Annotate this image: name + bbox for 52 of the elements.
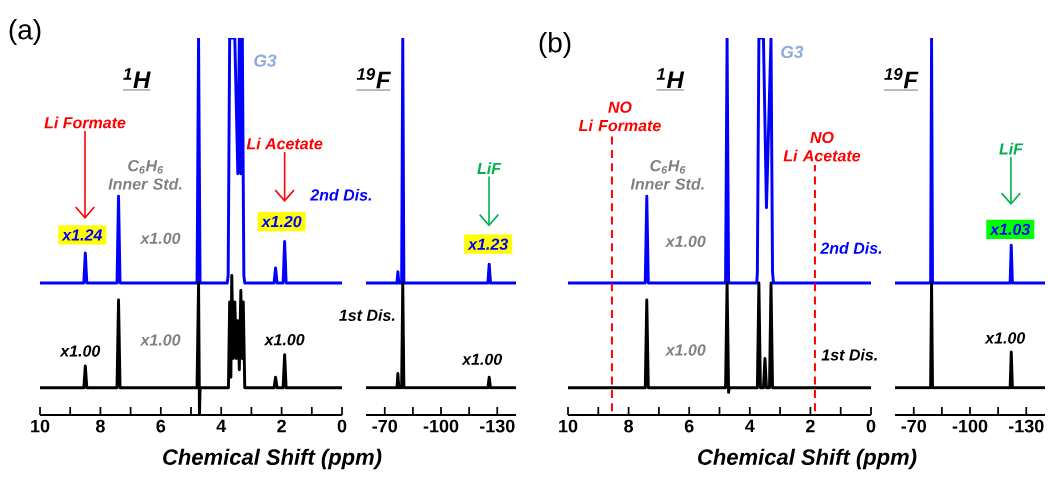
x-tick-label: -130 [479,419,515,433]
chart-title: (b) [539,31,571,59]
annotation: G3 [781,45,804,59]
x-tick-label: -100 [952,419,988,433]
x-tick-label: 0 [337,419,347,433]
annotation: C$_{6}$H$_{6}$ Inner Std. [108,160,182,190]
annotation: x1.03 [989,223,1031,235]
x-tick-label: 2 [277,419,286,433]
chart-title: (a) [9,18,41,46]
annotation: Li Acetate [246,137,323,150]
x-tick-label: 2 [806,419,815,433]
annotation: x1.20 [260,215,302,228]
x-tick-label: 6 [684,419,694,433]
annotation: $^{19}$F [884,68,919,89]
x-tick-label: 10 [559,419,578,433]
annotation: C$_{6}$H$_{6}$ Inner Std. [630,160,704,190]
x-axis-title: Chemical Shift (ppm) [698,448,917,470]
annotation: x1.23 [467,238,509,250]
annotation: x1.00 [665,235,706,247]
x-tick-label: 4 [745,419,755,433]
x-tick-label: 0 [866,419,876,433]
x-tick-label: -130 [1008,419,1044,433]
series-label: 2nd Dis. [820,242,882,254]
annotation: x1.00 [139,232,181,244]
series-label: 1st Dis. [821,348,877,361]
text: 1st Dis. [339,309,395,321]
x-tick-label: -70 [901,419,927,433]
x-tick-label: 6 [156,419,166,433]
annotation: x1.00 [665,344,706,356]
annotation: x1.00 [59,345,101,357]
annotation: $^{1}$H [123,68,151,89]
annotation: x1.00 [461,353,503,365]
x-tick-label: -70 [372,419,398,433]
text: 2nd Dis. [310,188,372,201]
annotation: Li Formate [44,116,126,129]
annotation: x1.00 [984,332,1026,344]
annotation: x1.00 [263,334,305,346]
annotation: x1.00 [139,334,181,346]
annotation: LiF [477,162,502,174]
x-axis-title: Chemical Shift (ppm) [163,448,382,470]
annotation: LiF [999,142,1024,155]
x-tick-label: 10 [31,419,50,433]
x-tick-label: 8 [624,419,634,433]
annotation: x1.24 [61,229,103,241]
annotation: $^{1}$H [656,68,685,89]
annotation: $^{19}$F [356,68,392,89]
x-tick-label: 8 [95,419,105,433]
x-tick-label: -100 [423,419,459,433]
annotation: G3 [254,54,277,67]
ref-line-label: NO Li Formate [578,101,661,132]
ref-line-label: NO Li Acetate [783,131,861,162]
x-tick-label: 4 [216,419,227,433]
